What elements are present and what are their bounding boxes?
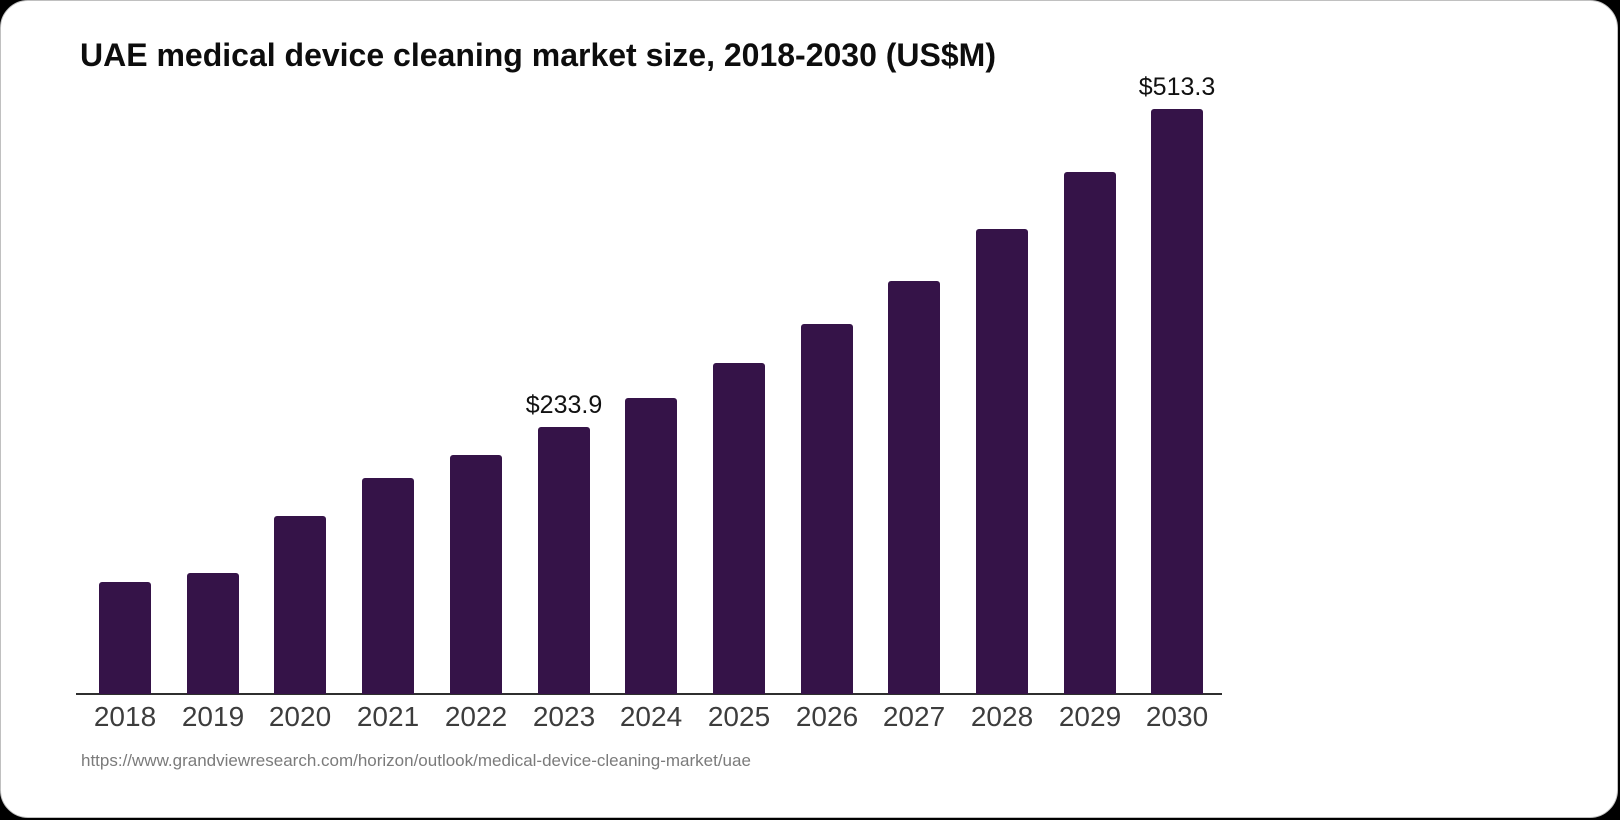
bar-2019	[187, 573, 239, 694]
x-axis-label-2029: 2029	[1058, 701, 1122, 732]
x-axis-label-2024: 2024	[619, 701, 683, 732]
bar-2028	[976, 229, 1028, 694]
x-axis-label-2025: 2025	[707, 701, 771, 732]
bar-2029	[1064, 172, 1116, 694]
x-axis-label-2028: 2028	[970, 701, 1034, 732]
x-axis-label-2022: 2022	[444, 701, 508, 732]
x-axis-label-2021: 2021	[356, 701, 420, 732]
x-axis-label-2023: 2023	[532, 701, 596, 732]
chart-title: UAE medical device cleaning market size,…	[80, 37, 996, 73]
bar-2024	[625, 398, 677, 694]
x-axis-label-2027: 2027	[882, 701, 946, 732]
bar-2023	[538, 427, 590, 694]
x-axis-label-2030: 2030	[1145, 701, 1209, 732]
bar-2022	[450, 455, 502, 694]
x-axis-label-2019: 2019	[181, 701, 245, 732]
bar-2025	[713, 363, 765, 694]
bar-2027	[888, 281, 940, 694]
x-axis-line	[76, 693, 1222, 695]
bar-2030	[1151, 109, 1203, 694]
data-label-2023: $233.9	[525, 391, 603, 419]
bar-2026	[801, 324, 853, 694]
source-url: https://www.grandviewresearch.com/horizo…	[81, 751, 751, 770]
x-axis-label-2020: 2020	[268, 701, 332, 732]
x-axis-label-2026: 2026	[795, 701, 859, 732]
bar-2018	[99, 582, 151, 694]
bar-2021	[362, 478, 414, 694]
x-axis-label-2018: 2018	[93, 701, 157, 732]
data-label-2030: $513.3	[1138, 73, 1216, 101]
bar-2020	[274, 516, 326, 694]
